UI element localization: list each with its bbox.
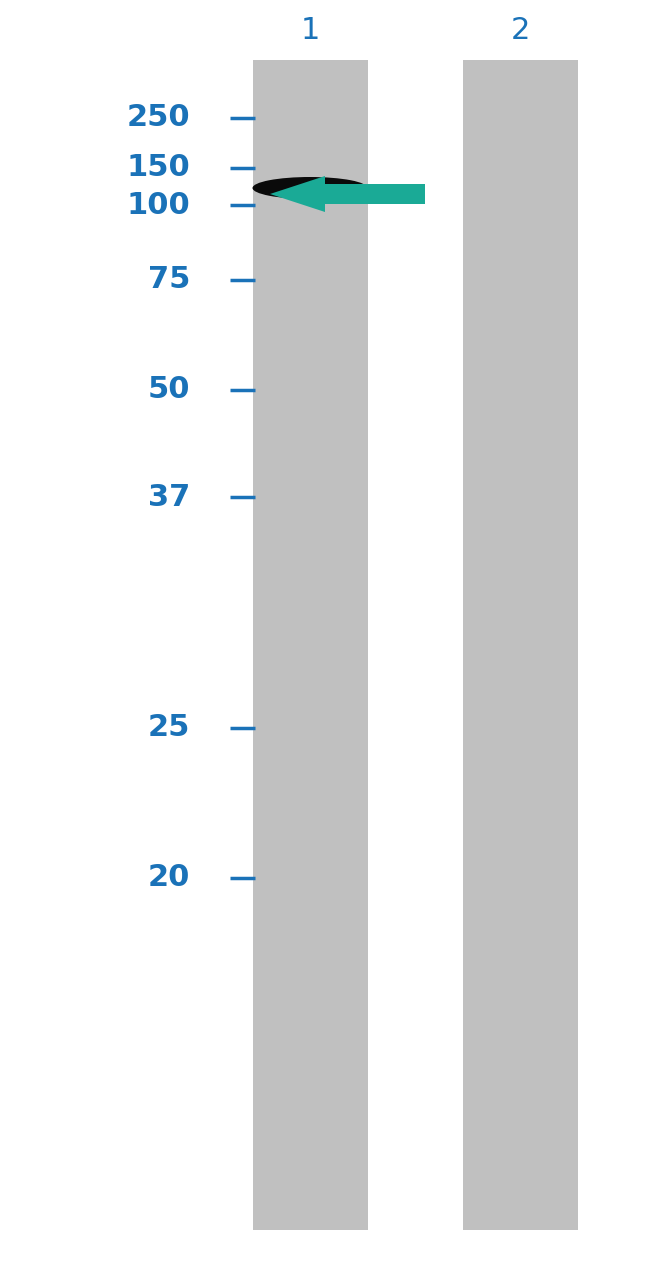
Ellipse shape (298, 183, 342, 197)
Text: 37: 37 (148, 483, 190, 512)
Ellipse shape (270, 184, 333, 194)
FancyArrow shape (270, 177, 425, 212)
Text: 100: 100 (126, 190, 190, 220)
Ellipse shape (272, 183, 298, 193)
Text: 150: 150 (126, 154, 190, 183)
Text: 25: 25 (148, 714, 190, 743)
Text: 50: 50 (148, 376, 190, 405)
Bar (463, 60, 577, 1231)
Ellipse shape (266, 179, 318, 193)
Ellipse shape (298, 180, 332, 193)
Text: 1: 1 (300, 17, 320, 44)
Text: 2: 2 (510, 17, 530, 44)
Text: 20: 20 (148, 864, 190, 893)
Text: 250: 250 (126, 103, 190, 132)
Ellipse shape (252, 177, 367, 199)
Ellipse shape (318, 184, 346, 194)
Bar (252, 60, 367, 1231)
Text: 75: 75 (148, 265, 190, 295)
